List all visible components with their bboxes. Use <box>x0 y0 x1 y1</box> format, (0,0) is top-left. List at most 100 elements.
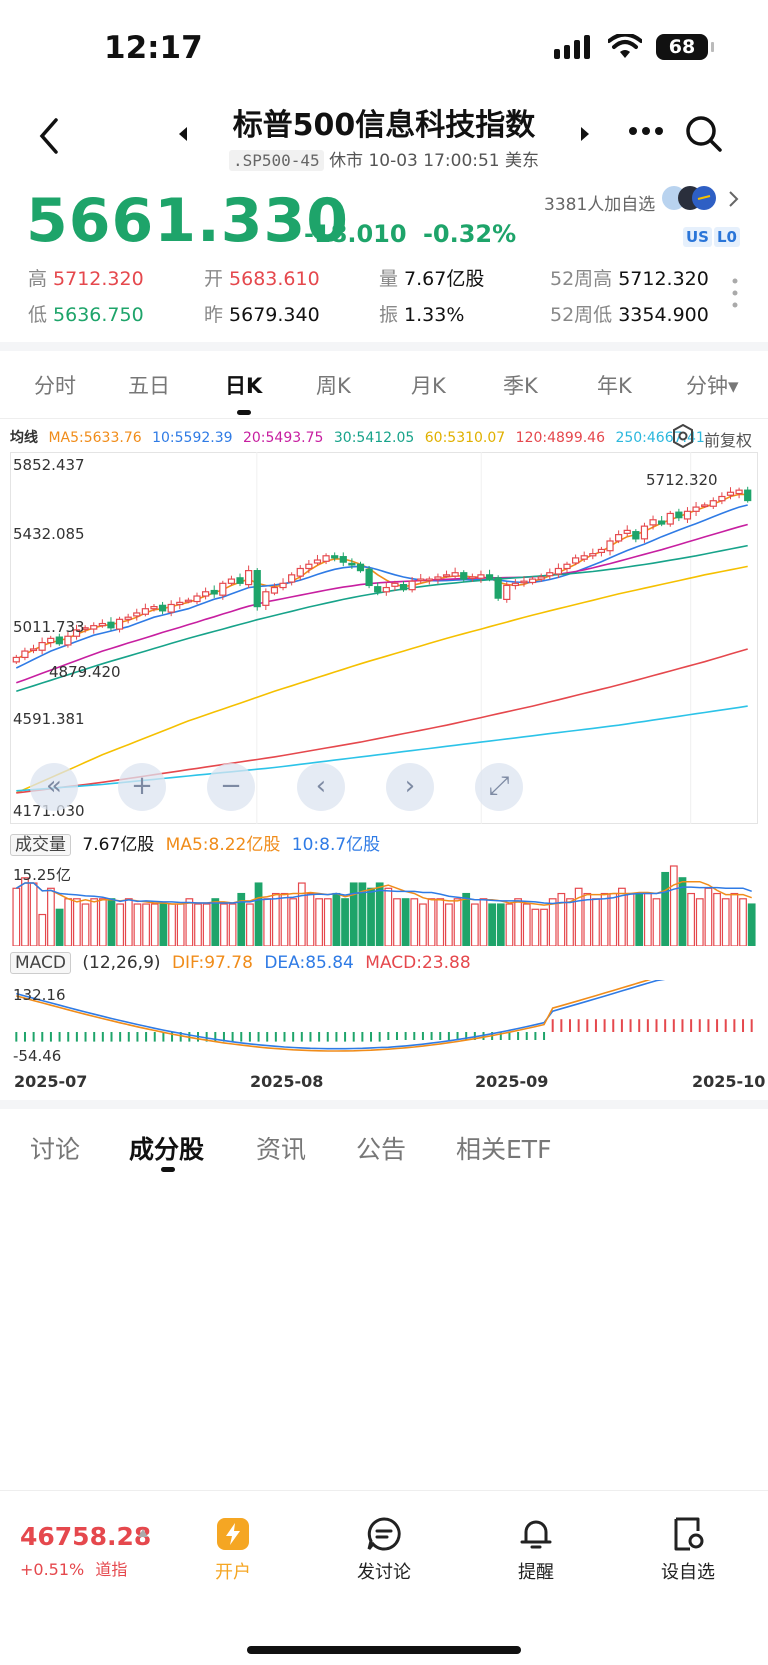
x-tick-4: 2025-10 <box>692 1072 766 1091</box>
candle <box>313 559 322 564</box>
candle <box>158 604 167 612</box>
ticker-index-value[interactable]: 46758.28 <box>20 1522 152 1551</box>
back-icon[interactable] <box>36 116 62 156</box>
volume-bar <box>462 892 471 946</box>
volume-bar <box>98 898 107 946</box>
volume-bar <box>306 892 315 946</box>
volume-bar <box>271 892 280 946</box>
candle <box>649 519 657 526</box>
open-account-button[interactable]: 开户 <box>183 1514 283 1584</box>
volume-bar <box>557 892 566 946</box>
candle <box>477 574 485 579</box>
candle <box>374 586 382 593</box>
last-price: 5661.330 <box>26 186 350 256</box>
ma120-value: 120:4899.46 <box>515 430 605 446</box>
scroll-left-fast-button[interactable]: « <box>30 763 78 811</box>
volume-value: 7.67亿股 <box>82 835 155 855</box>
stock-code: .SP500-45 <box>228 150 324 171</box>
next-stock-icon[interactable] <box>579 126 591 142</box>
post-discussion-button[interactable]: 发讨论 <box>334 1514 434 1584</box>
scroll-left-button[interactable]: ‹ <box>297 763 345 811</box>
more-icon[interactable] <box>628 126 664 136</box>
high-marker: 5712.320 <box>646 471 718 489</box>
y-tick-1: 5852.437 <box>13 456 85 474</box>
volume-bar <box>479 898 488 946</box>
volume-bar <box>358 882 367 946</box>
add-watchlist-button[interactable]: 设自选 <box>638 1514 738 1584</box>
candle <box>580 555 588 560</box>
stat-prev-close: 昨 5679.340 <box>204 304 320 326</box>
candle <box>597 548 606 554</box>
stat-high: 高 5712.320 <box>28 268 144 290</box>
candle <box>55 636 63 645</box>
zoom-in-button[interactable]: + <box>118 763 166 811</box>
candle <box>236 577 244 584</box>
volume-bar <box>652 898 661 946</box>
scroll-right-button[interactable]: › <box>386 763 434 811</box>
volume-bar <box>453 898 462 946</box>
volume-chart <box>12 865 756 946</box>
tab-news[interactable]: 资讯 <box>256 1135 307 1164</box>
volume-bar <box>540 908 548 946</box>
volume-bar <box>367 887 375 946</box>
price-change: -18.010 -0.32% <box>304 220 516 248</box>
prev-stock-icon[interactable] <box>177 126 189 142</box>
volume-bar <box>548 898 557 946</box>
candle <box>451 572 459 577</box>
tab-year-k[interactable]: 年K <box>597 374 632 398</box>
candle <box>227 578 236 584</box>
tab-related-etf[interactable]: 相关ETF <box>456 1135 552 1164</box>
tab-five-day[interactable]: 五日 <box>128 374 170 398</box>
ma-line-ma10 <box>15 504 748 669</box>
tab-timeshare[interactable]: 分时 <box>34 374 76 398</box>
volume-bar <box>488 903 497 946</box>
candle <box>72 629 81 637</box>
volume-bar <box>349 882 358 946</box>
volume-legend: 成交量 7.67亿股 MA5:8.22亿股 10:8.7亿股 <box>10 830 381 856</box>
ma-line-ma20 <box>16 523 748 684</box>
watch-count[interactable]: 3381人加自选 <box>544 195 656 215</box>
chevron-right-icon[interactable] <box>728 190 740 208</box>
ticker-index-change: +0.51% 道指 <box>20 1560 128 1579</box>
ma-line-ma5 <box>15 493 748 661</box>
fullscreen-button[interactable]: ⤢ <box>475 763 523 811</box>
zoom-out-button[interactable]: − <box>207 763 255 811</box>
tab-week-k[interactable]: 周K <box>316 374 351 398</box>
candle <box>391 582 399 587</box>
candle <box>511 582 519 587</box>
candle <box>12 656 20 663</box>
volume-bar <box>116 903 125 946</box>
tab-constituents[interactable]: 成分股 <box>129 1135 205 1164</box>
tab-day-k[interactable]: 日K <box>225 374 263 398</box>
candle <box>434 576 442 580</box>
tab-month-k[interactable]: 月K <box>411 374 446 398</box>
alert-button[interactable]: 提醒 <box>486 1514 586 1584</box>
home-indicator <box>247 1646 521 1654</box>
volume-bar <box>211 898 220 946</box>
tab-announcements[interactable]: 公告 <box>356 1135 407 1164</box>
candle <box>589 553 597 557</box>
header-subtitle: .SP500-45 休市 10-03 17:00:51 美东 <box>0 146 768 171</box>
volume-bar <box>713 892 721 946</box>
volume-bar <box>90 898 99 946</box>
volume-bar <box>194 903 202 946</box>
bottom-tab-indicator <box>161 1167 175 1172</box>
volume-bar <box>427 898 436 946</box>
status-icons: 68 <box>554 34 714 60</box>
macd-legend: MACD (12,26,9) DIF:97.78 DEA:85.84 MACD:… <box>10 952 471 974</box>
volume-bar <box>669 865 678 946</box>
kline-chart[interactable] <box>10 452 758 824</box>
volume-bar <box>72 898 81 946</box>
settings-hex-icon[interactable] <box>672 424 694 448</box>
watcher-avatars[interactable] <box>660 184 718 212</box>
tab-quarter-k[interactable]: 季K <box>503 374 538 398</box>
search-icon[interactable] <box>684 114 724 154</box>
volume-bar <box>185 898 194 946</box>
candle <box>718 495 726 502</box>
expand-stats-icon[interactable] <box>732 278 738 308</box>
tab-minute[interactable]: 分钟▾ <box>686 374 739 398</box>
tab-discussion[interactable]: 讨论 <box>30 1135 81 1164</box>
volume-ma10: 10:8.7亿股 <box>291 835 381 855</box>
volume-bar <box>289 898 298 946</box>
adjust-mode[interactable]: 前复权 <box>704 431 753 450</box>
